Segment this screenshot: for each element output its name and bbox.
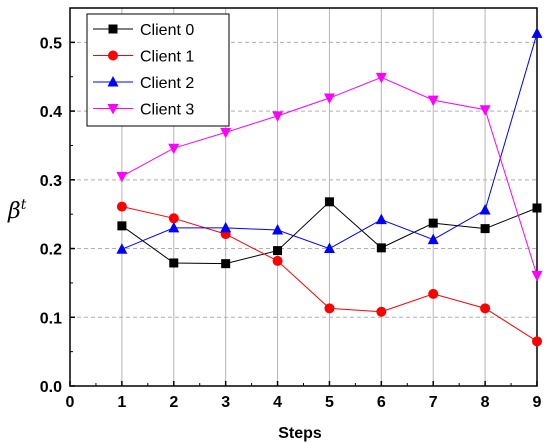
x-axis-title: Steps bbox=[278, 425, 322, 442]
data-point bbox=[220, 221, 232, 233]
data-point bbox=[428, 288, 439, 299]
data-point bbox=[531, 27, 543, 38]
data-point bbox=[323, 242, 335, 254]
data-point bbox=[168, 143, 180, 155]
legend-marker bbox=[108, 50, 118, 61]
data-point bbox=[116, 171, 128, 183]
legend-label: Client 0 bbox=[140, 22, 194, 39]
data-point bbox=[273, 246, 283, 256]
x-tick-label: 5 bbox=[325, 394, 334, 411]
data-point bbox=[532, 203, 542, 213]
x-tick-label: 9 bbox=[533, 394, 542, 411]
legend-marker bbox=[107, 76, 119, 87]
data-point bbox=[480, 224, 490, 234]
y-axis-title: βt bbox=[7, 197, 27, 224]
x-tick-label: 3 bbox=[221, 394, 230, 411]
data-point bbox=[221, 259, 231, 269]
data-point bbox=[427, 233, 439, 245]
data-point bbox=[117, 221, 127, 231]
data-point bbox=[168, 213, 179, 224]
data-point bbox=[428, 218, 438, 228]
data-point bbox=[168, 221, 180, 233]
data-point bbox=[479, 105, 491, 116]
legend: Client 0 Client 1 Client 2 Client 3 bbox=[86, 13, 230, 127]
y-tick-label: 0.0 bbox=[40, 379, 62, 396]
series-3 bbox=[116, 72, 543, 282]
data-point bbox=[479, 204, 491, 215]
y-tick-label: 0.2 bbox=[40, 242, 62, 259]
legend-item-3: Client 3 bbox=[93, 102, 194, 119]
legend-marker bbox=[107, 104, 119, 115]
data-point bbox=[116, 201, 127, 212]
x-tick-label: 8 bbox=[481, 394, 490, 411]
data-point bbox=[324, 197, 334, 207]
data-point bbox=[532, 336, 542, 347]
data-point bbox=[272, 111, 284, 122]
y-tick-label: 0.4 bbox=[40, 104, 62, 121]
series-group bbox=[116, 27, 543, 347]
x-tick-label: 4 bbox=[273, 394, 282, 411]
legend-label: Client 3 bbox=[140, 102, 194, 119]
y-tick-label: 0.5 bbox=[40, 35, 62, 52]
legend-marker bbox=[108, 24, 118, 34]
axis-ticks: 0 1 2 3 4 5 6 7 8 9 0.0 0.1 0.2 0.3 0.4 0.5 bbox=[40, 7, 542, 411]
legend-item-1: Client 1 bbox=[93, 49, 194, 66]
x-tick-label: 1 bbox=[117, 394, 126, 411]
data-point bbox=[375, 72, 387, 84]
data-point bbox=[427, 95, 439, 107]
legend-item-0: Client 0 bbox=[93, 22, 194, 39]
data-point bbox=[116, 243, 128, 254]
data-point bbox=[531, 270, 543, 282]
data-point bbox=[323, 93, 335, 105]
data-point bbox=[376, 243, 386, 253]
data-point bbox=[375, 213, 387, 225]
data-point bbox=[376, 306, 387, 317]
data-point bbox=[324, 303, 335, 314]
x-tick-label: 6 bbox=[377, 394, 386, 411]
series-2 bbox=[116, 27, 543, 254]
x-tick-label: 7 bbox=[429, 394, 438, 411]
y-axis-title-symbol: β bbox=[7, 199, 21, 224]
legend-label: Client 2 bbox=[140, 75, 194, 92]
data-point bbox=[272, 223, 284, 235]
data-point bbox=[220, 127, 232, 139]
y-tick-label: 0.1 bbox=[40, 310, 62, 327]
series-1 bbox=[116, 201, 542, 347]
x-tick-label: 0 bbox=[66, 394, 75, 411]
series-0 bbox=[117, 197, 542, 269]
data-point bbox=[480, 303, 491, 314]
data-point bbox=[169, 258, 179, 268]
x-tick-label: 2 bbox=[169, 394, 178, 411]
legend-label: Client 1 bbox=[140, 49, 194, 66]
legend-item-2: Client 2 bbox=[93, 75, 194, 92]
data-point bbox=[272, 255, 283, 266]
y-tick-label: 0.3 bbox=[40, 173, 62, 190]
y-axis-title-superscript: t bbox=[21, 197, 27, 213]
